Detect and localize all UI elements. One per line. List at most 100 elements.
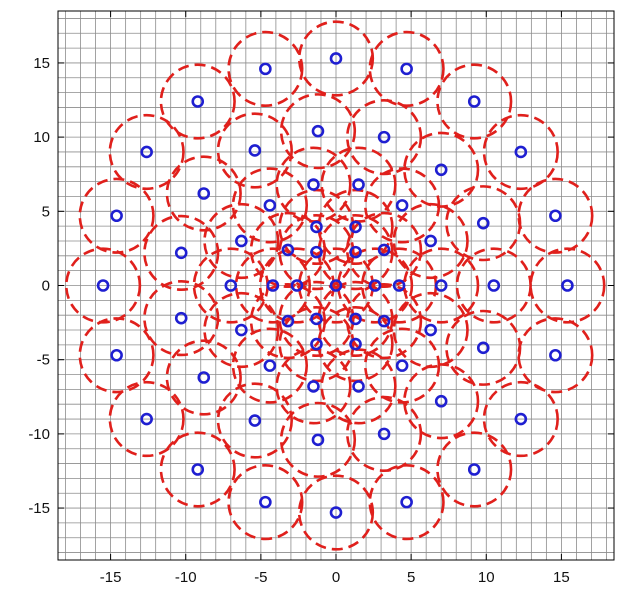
coverage-circle: [297, 474, 375, 551]
center-marker: [377, 427, 391, 441]
coverage-circle: [203, 202, 280, 280]
coverage-circle: [529, 247, 606, 324]
coverage-circle: [278, 213, 355, 291]
coverage-circle: [345, 99, 423, 176]
center-marker: [434, 279, 448, 292]
center-marker: [549, 209, 562, 223]
coverage-circle: [455, 247, 532, 324]
center-marker: [368, 279, 382, 292]
center-marker: [400, 62, 413, 76]
coverage-circle: [368, 30, 445, 107]
x-tick-label: -15: [100, 569, 122, 586]
center-marker: [349, 312, 362, 326]
center-marker: [434, 163, 448, 177]
center-marker: [248, 414, 262, 427]
coverage-circle: [108, 113, 185, 191]
coverage-circle: [227, 30, 304, 107]
coverage-circle: [143, 214, 220, 291]
coverage-circle: [78, 317, 155, 394]
coverage-circle: [336, 247, 414, 324]
center-marker: [266, 279, 280, 292]
coverage-circle: [403, 131, 480, 208]
x-tick-label: -5: [254, 569, 267, 586]
center-marker: [235, 234, 248, 248]
center-marker: [329, 52, 343, 65]
center-marker: [224, 279, 238, 292]
center-marker: [377, 243, 391, 257]
center-marker: [311, 124, 325, 138]
coverage-circle: [403, 247, 480, 324]
center-marker: [434, 394, 448, 408]
center-marker: [197, 371, 211, 384]
center-marker: [424, 323, 437, 337]
center-marker: [514, 145, 528, 159]
x-tick-label: 10: [478, 569, 495, 586]
center-marker: [310, 312, 323, 326]
coverage-circle: [517, 177, 594, 254]
center-marker: [310, 245, 323, 259]
center-marker: [259, 495, 272, 509]
center-marker: [310, 337, 323, 351]
coverage-circle: [216, 112, 293, 189]
axis-ticks: -15 -10 -5 0 5 10 15 -15 -10 -5 0 5 10 15: [28, 11, 614, 586]
center-marker: [487, 279, 501, 292]
center-marker: [400, 495, 413, 509]
y-tick-label: 5: [42, 203, 50, 220]
coverage-circle: [279, 401, 357, 478]
coverage-circle: [249, 211, 327, 289]
center-marker: [281, 314, 295, 328]
coverage-circle: [216, 382, 293, 459]
center-marker: [329, 506, 343, 519]
coverage-circle: [203, 291, 280, 369]
coverage-circles: [64, 20, 606, 551]
coverage-circle: [403, 363, 480, 440]
coverage-circle: [297, 20, 375, 97]
coverage-circle: [345, 395, 423, 472]
center-marker: [263, 199, 277, 212]
center-marker: [377, 314, 391, 328]
center-marker: [281, 243, 295, 257]
center-marker: [259, 62, 272, 76]
coverage-circle: [517, 317, 594, 394]
coverage-circle: [279, 93, 357, 170]
center-marker: [110, 209, 123, 223]
coverage-circle: [317, 213, 394, 291]
center-marker: [424, 234, 437, 248]
coverage-circle: [482, 113, 559, 191]
center-marker: [311, 433, 325, 447]
coverage-circle: [436, 431, 513, 508]
y-tick-label: -10: [28, 426, 50, 443]
coverage-circle: [317, 280, 394, 358]
center-marker: [377, 130, 391, 144]
center-marker: [349, 245, 362, 259]
center-marker: [191, 463, 205, 476]
center-marker: [392, 279, 406, 292]
coverage-circle: [234, 247, 312, 324]
coverage-circle: [482, 380, 559, 458]
coverage-circle: [231, 327, 308, 404]
coverage-circle: [231, 167, 308, 244]
coverage-circle: [165, 339, 242, 416]
center-marker: [290, 279, 304, 292]
center-marker: [248, 144, 262, 157]
x-tick-label: -10: [175, 569, 197, 586]
coverage-circle: [249, 282, 327, 360]
center-marker: [349, 220, 362, 234]
center-markers: [96, 52, 574, 519]
center-marker: [352, 178, 365, 191]
center-marker: [235, 323, 248, 337]
coverage-circle: [368, 464, 445, 541]
center-marker: [467, 463, 481, 476]
center-marker: [561, 279, 574, 292]
coverage-circle: [108, 380, 185, 458]
center-marker: [514, 412, 528, 426]
coverage-circle: [143, 280, 220, 357]
coverage-circle: [159, 431, 236, 508]
y-tick-label: -15: [28, 500, 50, 517]
center-marker: [349, 337, 362, 351]
center-marker: [549, 348, 562, 362]
center-marker: [197, 187, 211, 200]
center-marker: [96, 279, 110, 292]
center-marker: [476, 216, 490, 230]
